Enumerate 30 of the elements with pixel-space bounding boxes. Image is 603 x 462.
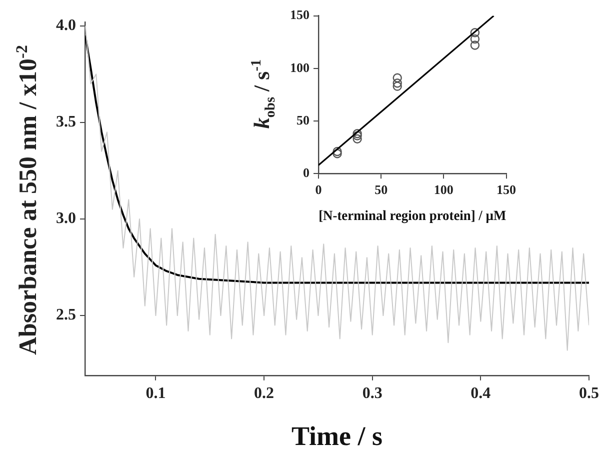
point (392, 73, 402, 82)
x-tick-label: 0 (315, 182, 322, 197)
point (470, 40, 480, 50)
y-tick-label: 100 (290, 60, 310, 75)
point (392, 78, 402, 88)
x-axis-title: [N-terminal region protein] / µM (318, 208, 506, 224)
point (332, 149, 342, 158)
x-tick-label: 50 (374, 182, 388, 197)
x-tick-label: 0.5 (579, 385, 599, 402)
y-tick-label: 150 (290, 7, 310, 22)
point (470, 34, 480, 44)
y-tick-label: 2.5 (56, 306, 76, 324)
x-tick-label: 0.4 (470, 385, 491, 402)
x-tick-label: 150 (496, 182, 516, 197)
x-axis-title: Time / s (291, 420, 383, 451)
y-tick-label: 4.0 (56, 17, 76, 34)
y-tick-label: 3.5 (56, 114, 76, 131)
y-tick-label: 50 (296, 112, 310, 128)
point (352, 131, 362, 140)
point (392, 82, 402, 91)
point (470, 28, 480, 38)
x-tick-label: 0.1 (146, 385, 166, 402)
point (332, 146, 342, 156)
y-tick-label: 0 (303, 164, 310, 180)
x-tick-label: 0.2 (254, 385, 274, 402)
y-tick-label: 3.0 (56, 210, 76, 228)
point (352, 129, 362, 138)
x-tick-label: 100 (434, 182, 454, 197)
point (352, 134, 362, 144)
x-tick-label: 0.3 (362, 385, 382, 402)
